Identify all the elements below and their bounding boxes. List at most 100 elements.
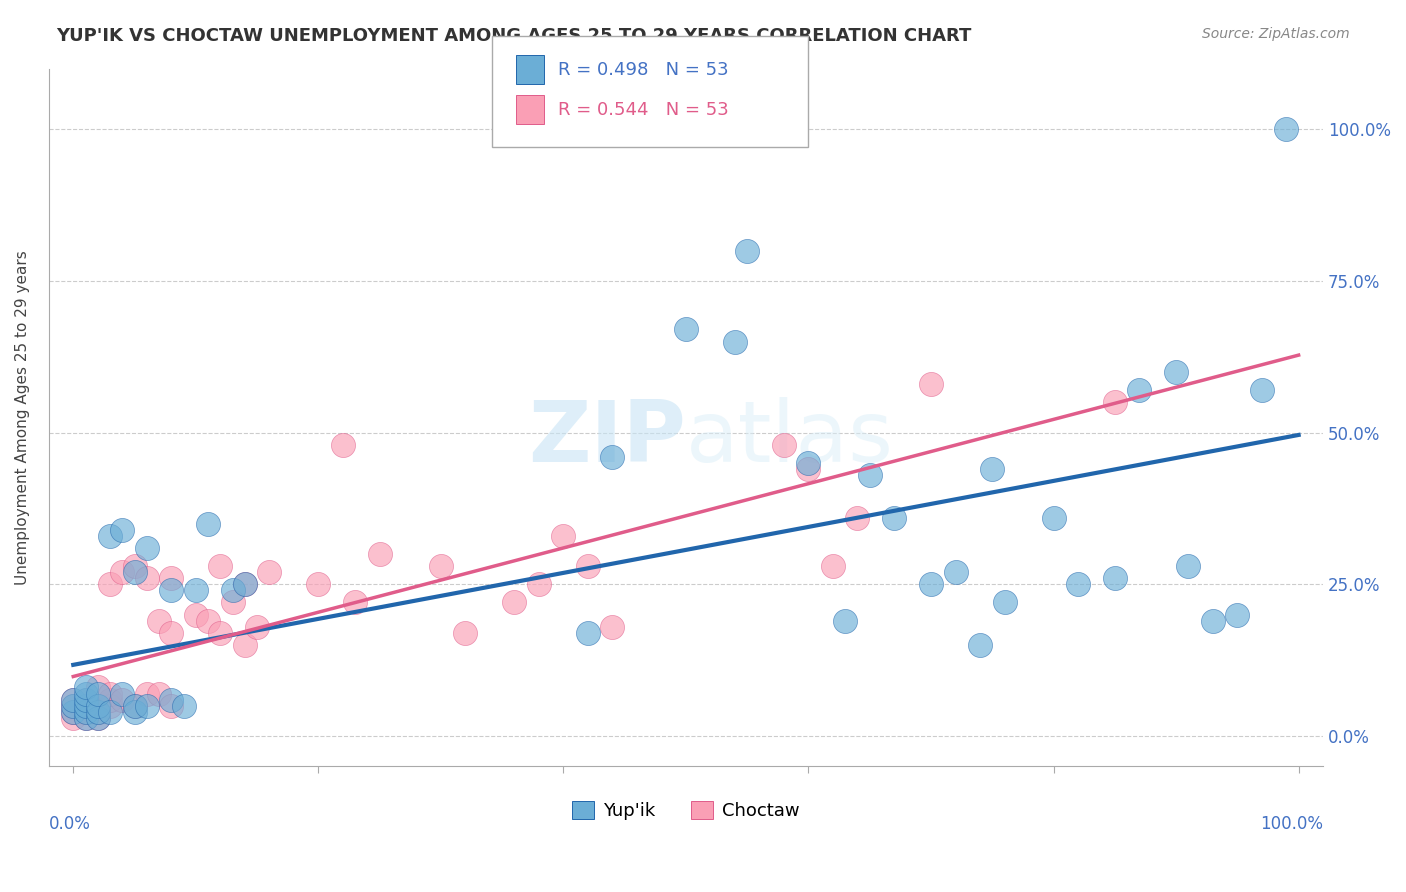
Point xyxy=(124,698,146,713)
Point xyxy=(1275,122,1298,136)
Point xyxy=(735,244,758,258)
Y-axis label: Unemployment Among Ages 25 to 29 years: Unemployment Among Ages 25 to 29 years xyxy=(15,250,30,585)
Point xyxy=(148,686,170,700)
Text: atlas: atlas xyxy=(686,397,894,480)
Text: 0.0%: 0.0% xyxy=(49,815,90,833)
Point xyxy=(945,565,967,579)
Point xyxy=(368,547,391,561)
Point xyxy=(160,698,183,713)
Point xyxy=(111,686,134,700)
Point xyxy=(135,698,157,713)
Point xyxy=(969,638,991,652)
Point xyxy=(846,510,869,524)
Point xyxy=(87,705,110,719)
Point xyxy=(87,711,110,725)
Text: R = 0.544   N = 53: R = 0.544 N = 53 xyxy=(558,101,728,119)
Point xyxy=(98,692,121,706)
Point xyxy=(160,692,183,706)
Point xyxy=(344,595,367,609)
Point xyxy=(75,692,97,706)
Point xyxy=(62,711,84,725)
Point xyxy=(87,686,110,700)
Point xyxy=(124,565,146,579)
Point xyxy=(87,698,110,713)
Point xyxy=(160,571,183,585)
Point xyxy=(602,450,624,464)
Point xyxy=(221,595,243,609)
Point xyxy=(75,711,97,725)
Point xyxy=(62,698,84,713)
Point xyxy=(221,583,243,598)
Point xyxy=(135,541,157,555)
Point xyxy=(197,516,219,531)
Text: R = 0.498   N = 53: R = 0.498 N = 53 xyxy=(558,61,728,78)
Point xyxy=(98,529,121,543)
Point xyxy=(173,698,195,713)
Point xyxy=(981,462,1004,476)
Point xyxy=(233,577,256,591)
Point xyxy=(1177,559,1199,574)
Point xyxy=(75,705,97,719)
Point xyxy=(920,377,942,392)
Point xyxy=(576,625,599,640)
Point xyxy=(259,565,281,579)
Point xyxy=(797,456,820,470)
Point xyxy=(75,698,97,713)
Legend: Yup'ik, Choctaw: Yup'ik, Choctaw xyxy=(565,793,807,827)
Point xyxy=(111,565,134,579)
Text: YUP'IK VS CHOCTAW UNEMPLOYMENT AMONG AGES 25 TO 29 YEARS CORRELATION CHART: YUP'IK VS CHOCTAW UNEMPLOYMENT AMONG AGE… xyxy=(56,27,972,45)
Point xyxy=(454,625,477,640)
Point xyxy=(246,620,269,634)
Point xyxy=(98,705,121,719)
Point xyxy=(87,711,110,725)
Point xyxy=(233,638,256,652)
Point xyxy=(773,438,796,452)
Point xyxy=(797,462,820,476)
Point xyxy=(124,705,146,719)
Point xyxy=(233,577,256,591)
Point xyxy=(98,577,121,591)
Point xyxy=(675,322,697,336)
Point xyxy=(62,705,84,719)
Point xyxy=(87,698,110,713)
Point xyxy=(135,571,157,585)
Point xyxy=(75,711,97,725)
Point xyxy=(87,681,110,695)
Point xyxy=(124,559,146,574)
Point xyxy=(111,523,134,537)
Point xyxy=(1128,383,1150,397)
Point xyxy=(75,686,97,700)
Point xyxy=(1164,365,1187,379)
Point xyxy=(62,692,84,706)
Point xyxy=(62,705,84,719)
Point xyxy=(1202,614,1225,628)
Point xyxy=(821,559,844,574)
Point xyxy=(724,334,747,349)
Point xyxy=(124,698,146,713)
Point xyxy=(527,577,550,591)
Point xyxy=(834,614,856,628)
Point xyxy=(1042,510,1064,524)
Point xyxy=(1104,571,1126,585)
Point xyxy=(1250,383,1272,397)
Point xyxy=(160,583,183,598)
Point xyxy=(62,692,84,706)
Point xyxy=(883,510,905,524)
Point xyxy=(135,686,157,700)
Point xyxy=(553,529,575,543)
Point xyxy=(993,595,1015,609)
Point xyxy=(602,620,624,634)
Point xyxy=(184,607,207,622)
Point xyxy=(576,559,599,574)
Point xyxy=(148,614,170,628)
Point xyxy=(75,705,97,719)
Point xyxy=(62,698,84,713)
Point xyxy=(98,686,121,700)
Point xyxy=(111,692,134,706)
Point xyxy=(184,583,207,598)
Point xyxy=(209,559,232,574)
Point xyxy=(859,468,882,483)
Point xyxy=(1226,607,1249,622)
Point xyxy=(307,577,329,591)
Text: ZIP: ZIP xyxy=(529,397,686,480)
